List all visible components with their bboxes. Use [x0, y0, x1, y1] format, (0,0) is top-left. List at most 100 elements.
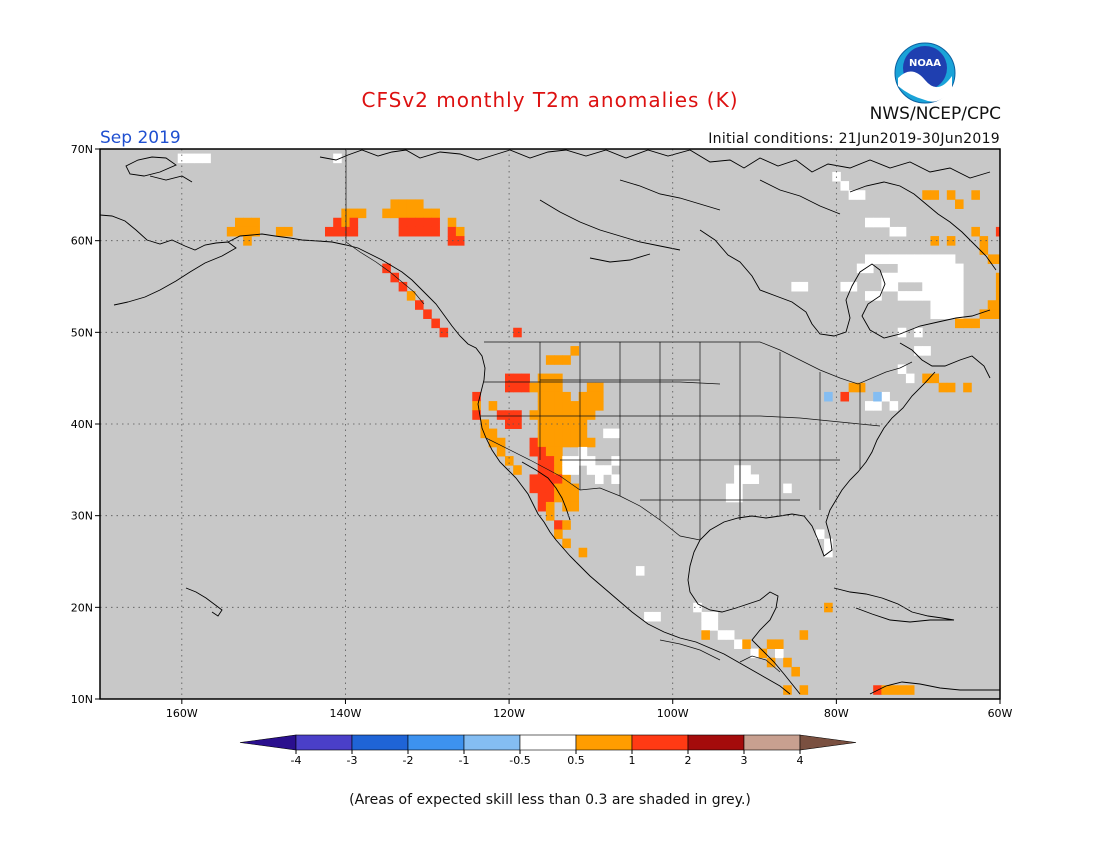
anomaly-cell	[586, 456, 596, 466]
anomaly-cell	[873, 254, 882, 264]
anomaly-cell	[995, 226, 1000, 237]
anomaly-cell	[889, 281, 899, 292]
anomaly-cell	[955, 199, 964, 209]
anomaly-cell	[423, 217, 432, 228]
anomaly-cell	[889, 685, 899, 695]
anomaly-cell	[881, 685, 890, 695]
anomaly-cell	[946, 300, 956, 310]
anomaly-cell	[742, 474, 751, 484]
anomaly-cell	[398, 217, 408, 228]
legend-label: -4	[291, 754, 302, 767]
legend-label: -3	[347, 754, 358, 767]
legend-label: 1	[629, 754, 636, 767]
anomaly-cell	[930, 309, 940, 319]
anomaly-cell	[848, 281, 858, 292]
anomaly-cell	[251, 226, 260, 237]
anomaly-cell	[873, 401, 882, 411]
anomaly-cell	[357, 208, 367, 219]
anomaly-cell	[325, 226, 334, 237]
anomaly-cell	[783, 657, 792, 668]
anomaly-cell	[243, 217, 252, 228]
coastlines	[100, 149, 1000, 695]
anomaly-cell	[562, 538, 571, 549]
anomaly-cell	[897, 327, 907, 338]
anomaly-cell	[897, 364, 907, 374]
anomaly-cell	[938, 281, 948, 292]
anomaly-cell	[586, 410, 596, 420]
lon-tick-label: 60W	[988, 707, 1013, 720]
anomaly-cell	[930, 236, 940, 246]
anomaly-cell	[505, 373, 514, 384]
anomaly-cell	[938, 272, 948, 283]
anomaly-cell	[406, 291, 416, 301]
anomaly-cell	[554, 391, 563, 402]
anomaly-cell	[791, 281, 800, 292]
anomaly-cell	[725, 630, 735, 640]
anomaly-cell	[562, 501, 571, 512]
anomaly-cell	[775, 639, 784, 649]
anomaly-cell	[447, 217, 457, 228]
anomaly-cell	[496, 437, 506, 448]
anomaly-cell	[734, 465, 743, 475]
anomaly-cell	[554, 373, 563, 384]
anomaly-cell	[390, 208, 400, 219]
anomaly-cell	[701, 621, 710, 631]
anomaly-cell	[398, 208, 408, 219]
anomaly-cell	[783, 685, 792, 695]
anomaly-cell	[595, 474, 604, 484]
anomaly-cell	[562, 474, 571, 484]
anomaly-cell	[930, 281, 940, 292]
anomaly-cell	[202, 153, 211, 164]
anomaly-cell	[472, 401, 481, 411]
anomaly-cell	[865, 217, 874, 228]
anomaly-cell	[415, 226, 424, 237]
lat-tick-label: 70N	[71, 143, 93, 156]
anomaly-cell	[554, 474, 563, 484]
anomaly-cell	[799, 281, 809, 292]
anomaly-cell	[578, 419, 588, 429]
anomaly-cell	[406, 226, 416, 237]
anomaly-cell	[185, 153, 195, 164]
anomaly-cell	[963, 382, 972, 393]
anomaly-cell	[529, 382, 539, 393]
anomaly-cell	[946, 190, 956, 200]
anomaly-cell	[938, 263, 948, 274]
anomaly-cell	[545, 355, 555, 365]
anomaly-cell	[824, 391, 833, 402]
legend-label: -2	[403, 754, 414, 767]
graticule	[100, 149, 1000, 699]
anomaly-cell	[537, 373, 547, 384]
anomaly-cell	[472, 391, 481, 402]
anomaly-cell	[554, 382, 563, 393]
anomaly-cell	[570, 456, 580, 466]
initial-conditions: Initial conditions: 21Jun2019-30Jun2019	[708, 131, 1000, 147]
anomaly-cell	[472, 410, 481, 420]
anomaly-cell	[177, 153, 187, 164]
anomaly-cell	[554, 410, 563, 420]
anomaly-cell	[881, 254, 890, 264]
anomaly-cell	[865, 291, 874, 301]
anomaly-cell	[529, 446, 539, 457]
anomaly-cell	[586, 382, 596, 393]
anomaly-cell	[529, 410, 539, 420]
anomaly-cell	[545, 465, 555, 475]
lon-tick-label: 120W	[493, 707, 525, 720]
anomaly-cell	[562, 520, 571, 530]
anomaly-cell	[840, 281, 850, 292]
anomaly-cell	[889, 226, 899, 237]
anomaly-cell	[562, 401, 571, 411]
anomaly-cell	[693, 602, 702, 613]
anomaly-cell	[406, 199, 416, 209]
political-borders	[345, 150, 913, 673]
anomaly-cell	[562, 428, 571, 439]
anomaly-cell	[480, 428, 490, 439]
anomaly-cell	[897, 263, 907, 274]
anomaly-cell	[545, 437, 555, 448]
anomaly-cell	[865, 263, 874, 274]
anomaly-cell	[578, 446, 588, 457]
anomaly-cell	[775, 648, 784, 659]
anomaly-cell	[971, 318, 980, 329]
anomaly-cell	[905, 373, 915, 384]
anomaly-cell	[578, 456, 588, 466]
anomaly-cell	[578, 437, 588, 448]
